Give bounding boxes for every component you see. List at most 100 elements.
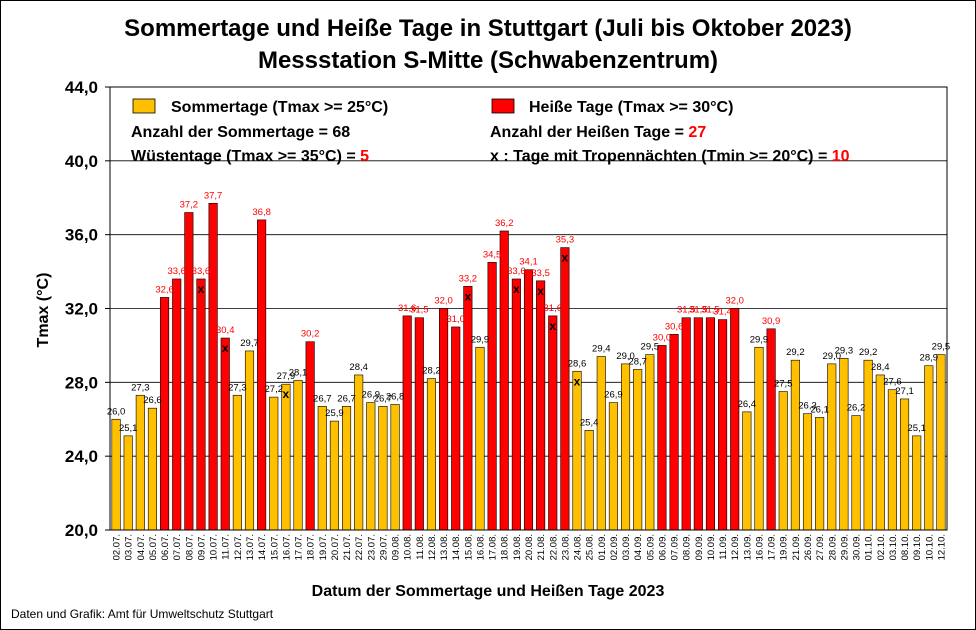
- x-tick-label: 03.07.: [124, 534, 135, 560]
- value-label: 28,4: [871, 362, 890, 373]
- x-tick-label: 11.08.: [415, 534, 426, 560]
- bar: [317, 406, 327, 531]
- x-tick-label: 14.08.: [451, 534, 462, 560]
- value-label: 26,9: [362, 390, 381, 401]
- x-tick-label: 19.09.: [779, 534, 790, 560]
- bar: [657, 345, 667, 531]
- bar: [608, 402, 618, 531]
- x-tick-label: 13.08.: [439, 534, 450, 560]
- value-label: 26,8: [386, 391, 405, 402]
- legend-swatch-summer: [132, 98, 156, 114]
- value-label: 27,3: [228, 382, 247, 393]
- x-tick-label: 30.09.: [852, 534, 863, 560]
- x-tick-label: 17.07.: [294, 534, 305, 560]
- tropical-night-marker: x: [465, 289, 472, 303]
- bar: [633, 369, 643, 531]
- value-label: 27,3: [131, 382, 150, 393]
- tropical-count-value: 10: [832, 148, 850, 165]
- bar: [451, 326, 461, 531]
- x-tick-label: 18.08.: [500, 534, 511, 560]
- x-tick-label: 22.07.: [354, 534, 365, 560]
- plot-border: [109, 86, 948, 531]
- y-tick-label: 44,0: [65, 78, 98, 97]
- value-label: 25,1: [907, 423, 926, 434]
- value-label: 30,4: [216, 325, 235, 336]
- legend-hot-label: Heiße Tage (Tmax >= 30°C): [529, 99, 733, 116]
- bar: [147, 407, 158, 531]
- x-tick-label: 03.09.: [621, 534, 632, 560]
- legend-summer-count: Anzahl der Sommertage = 68: [131, 124, 350, 141]
- value-label: 33,6: [507, 266, 526, 277]
- value-label: 28,2: [422, 366, 441, 377]
- value-label: 33,2: [459, 273, 478, 284]
- bar: [645, 354, 655, 531]
- x-tick-label: 02.10.: [876, 534, 887, 560]
- x-tick-label: 20.07.: [330, 534, 341, 560]
- x-tick-label: 06.07.: [160, 534, 171, 560]
- y-tick-label: 20,0: [65, 521, 98, 540]
- value-label: 26,7: [313, 393, 332, 404]
- bar: [705, 317, 716, 531]
- value-label: 33,5: [531, 268, 550, 279]
- bar: [863, 359, 873, 531]
- value-label: 26,4: [738, 399, 757, 410]
- x-tick-label: 15.08.: [463, 534, 474, 560]
- x-tick-label: 12.07.: [233, 534, 244, 560]
- value-label: 29,2: [786, 347, 805, 358]
- bar: [730, 308, 740, 531]
- value-label: 26,7: [374, 393, 393, 404]
- x-tick-label: 14.07.: [257, 534, 268, 560]
- value-label: 29,5: [641, 342, 660, 353]
- bar: [172, 278, 182, 531]
- value-label: 29,5: [932, 342, 951, 353]
- x-tick-label: 01.09.: [597, 534, 608, 560]
- value-labels: 26,0 25,1 27,3 26,6 32,6 33,6 37,2 33,6 37,7 30,4…: [107, 190, 950, 434]
- bar: [196, 278, 206, 531]
- bar: [887, 389, 897, 531]
- bar: [269, 396, 279, 531]
- credit-text: Daten und Grafik: Amt für Umweltschutz S…: [11, 607, 274, 621]
- value-label: 30,0: [653, 332, 672, 343]
- x-tick-label: 13.07.: [245, 534, 256, 560]
- x-tick-label: 06.09.: [657, 534, 668, 560]
- bar: [426, 378, 437, 531]
- x-tick-label: 03.10.: [888, 534, 899, 560]
- value-label: 29,9: [471, 334, 490, 345]
- bar: [560, 247, 570, 531]
- hot-count-text: Anzahl der Heißen Tage =: [490, 124, 684, 141]
- y-tick-label: 24,0: [65, 447, 98, 466]
- bar: [220, 337, 230, 531]
- y-tick-label: 36,0: [65, 226, 98, 245]
- x-tick-label: 20.08.: [524, 534, 535, 560]
- bar: [111, 418, 121, 531]
- value-label: 31,5: [677, 305, 696, 316]
- value-label: 27,1: [895, 386, 914, 397]
- bar: [536, 280, 546, 531]
- x-tick-label: 16.09.: [754, 534, 765, 560]
- legend-hot-count-label: Anzahl der Heißen Tage = 27: [490, 124, 706, 141]
- bar: [232, 394, 242, 531]
- bar: [487, 262, 497, 531]
- y-tick-label: 32,0: [65, 300, 98, 319]
- bar: [511, 278, 521, 531]
- bar: [584, 430, 594, 531]
- bar: [669, 334, 679, 531]
- bar: [924, 365, 934, 531]
- value-label: 29,0: [823, 351, 842, 362]
- bar: [778, 391, 788, 531]
- bar: [244, 350, 255, 531]
- value-label: 28,4: [349, 362, 368, 373]
- value-label: 26,3: [798, 401, 817, 412]
- tropical-night-marker: x: [283, 387, 290, 401]
- value-label: 28,7: [628, 356, 647, 367]
- x-tick-label: 08.09.: [682, 534, 693, 560]
- legend-desert-label: Wüstentage (Tmax >= 35°C) = 5: [131, 148, 369, 165]
- x-tick-label: 10.07.: [209, 534, 220, 560]
- x-tick-label: 23.08.: [560, 534, 571, 560]
- desert-count-value: 5: [360, 148, 369, 165]
- value-label: 29,9: [750, 334, 769, 345]
- x-tick-label: 25.08.: [585, 534, 596, 560]
- bar: [596, 356, 606, 531]
